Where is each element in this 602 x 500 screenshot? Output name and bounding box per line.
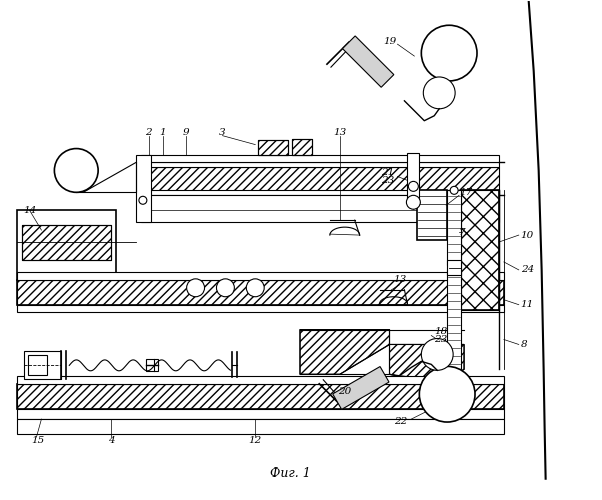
Text: 4: 4 — [108, 436, 114, 446]
Text: Фиг. 1: Фиг. 1 — [270, 467, 311, 480]
Bar — [23, 352, 61, 380]
Bar — [17, 210, 116, 280]
Bar — [136, 154, 151, 222]
Text: 13: 13 — [393, 276, 406, 284]
Text: 3: 3 — [219, 128, 226, 137]
Circle shape — [54, 148, 98, 192]
Circle shape — [217, 279, 234, 296]
Bar — [17, 384, 504, 409]
Bar — [461, 190, 499, 310]
Bar — [17, 304, 504, 312]
Bar — [17, 272, 504, 280]
Text: 18: 18 — [434, 327, 447, 336]
Text: 9: 9 — [182, 128, 189, 137]
Text: 8: 8 — [521, 340, 527, 349]
Bar — [258, 140, 288, 154]
Bar — [141, 168, 499, 196]
Bar — [447, 190, 461, 265]
Bar — [417, 190, 447, 240]
Circle shape — [421, 26, 477, 81]
Text: 17: 17 — [459, 188, 473, 197]
Bar — [22, 225, 111, 260]
Bar — [28, 356, 48, 376]
Text: 7: 7 — [459, 228, 466, 236]
Text: 20: 20 — [338, 386, 352, 396]
Bar — [447, 260, 461, 275]
Bar — [461, 190, 499, 310]
Bar — [17, 384, 504, 409]
Circle shape — [406, 196, 420, 209]
Text: 23: 23 — [434, 335, 447, 344]
Text: 13: 13 — [333, 128, 346, 137]
Bar — [141, 196, 499, 222]
Bar — [17, 280, 504, 304]
Bar — [17, 280, 504, 304]
Bar — [141, 162, 499, 168]
Bar — [447, 270, 461, 370]
Bar — [17, 409, 504, 419]
Text: 15: 15 — [31, 436, 45, 446]
Circle shape — [421, 338, 453, 370]
Bar — [408, 152, 420, 200]
Polygon shape — [389, 344, 464, 384]
Bar — [258, 140, 288, 154]
Bar — [141, 190, 499, 196]
Bar — [22, 225, 111, 260]
Bar — [17, 376, 504, 384]
Bar — [17, 419, 504, 434]
Circle shape — [423, 77, 455, 109]
Circle shape — [408, 182, 418, 192]
Bar — [292, 138, 312, 154]
Polygon shape — [343, 36, 394, 88]
Circle shape — [187, 279, 205, 296]
Polygon shape — [529, 2, 600, 478]
Circle shape — [450, 370, 458, 378]
Circle shape — [139, 196, 147, 204]
Bar — [141, 154, 499, 162]
Bar — [292, 138, 312, 154]
Text: 21: 21 — [381, 168, 394, 177]
Text: 10: 10 — [521, 230, 534, 239]
Text: 23: 23 — [381, 176, 394, 185]
Polygon shape — [333, 366, 389, 410]
Text: 1: 1 — [160, 128, 166, 137]
Text: 11: 11 — [521, 300, 534, 309]
Bar — [146, 360, 158, 372]
Circle shape — [246, 279, 264, 296]
Text: 2: 2 — [146, 128, 152, 137]
Circle shape — [450, 186, 458, 194]
Polygon shape — [300, 330, 389, 374]
Text: 12: 12 — [249, 436, 262, 446]
Text: 19: 19 — [383, 36, 396, 46]
Text: 14: 14 — [23, 206, 37, 214]
Text: 22: 22 — [394, 416, 408, 426]
Circle shape — [420, 366, 475, 422]
Text: 24: 24 — [521, 266, 534, 274]
